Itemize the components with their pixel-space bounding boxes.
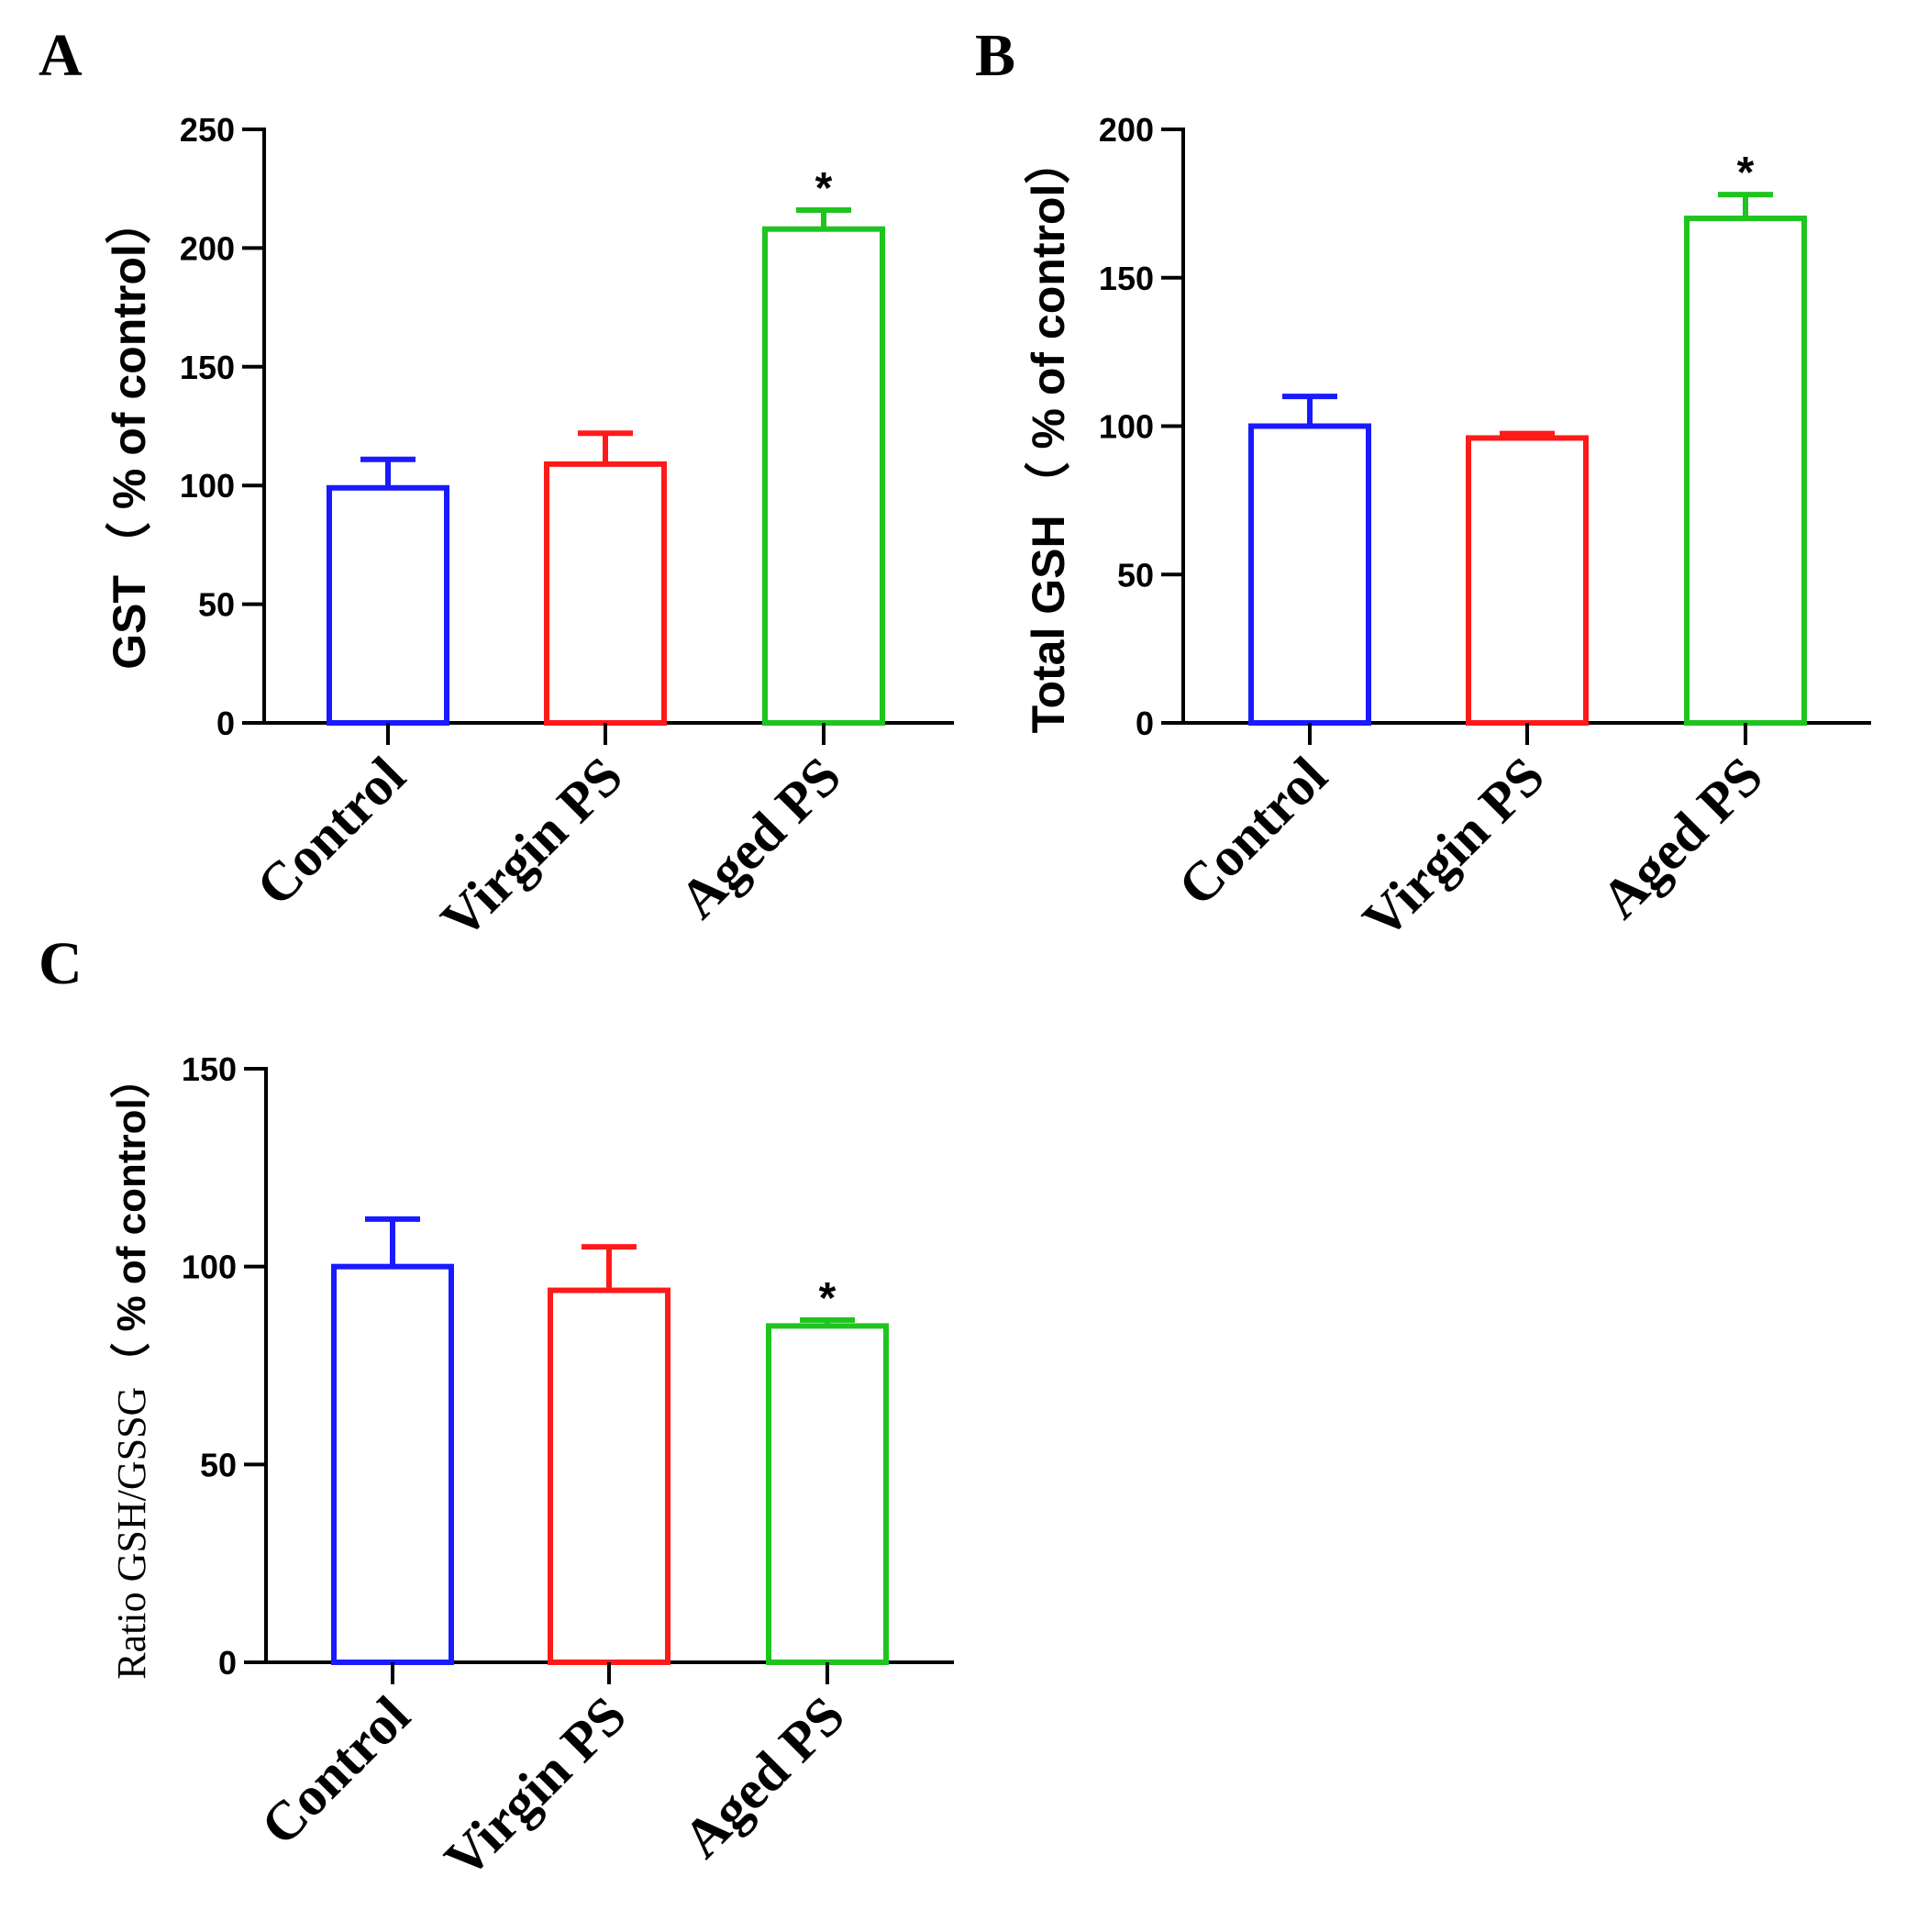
bar-b (1466, 435, 1589, 726)
panel-a: A GST （ % of control） 0 50 100 150 200 250 Cont… (39, 22, 954, 950)
y-tick-label-a: 150 (180, 349, 235, 386)
x-tick-label-b: Virgin PS (1351, 746, 1556, 950)
y-tick-label-a: 100 (180, 467, 235, 505)
panel-letter-a: A (39, 22, 83, 89)
bar-b (1248, 423, 1371, 726)
y-tick-label-c: 0 (218, 1644, 237, 1682)
y-axis-label-unit-c: （ % of control） (109, 1058, 154, 1382)
x-tick-label-a: Virgin PS (429, 746, 634, 950)
panel-letter-c: C (39, 930, 83, 997)
y-tick-label-b: 150 (1099, 260, 1154, 297)
x-tick-label-a: Control (245, 746, 416, 917)
y-tick-label-c: 100 (182, 1249, 237, 1286)
y-axis-label-c: Ratio GSH/GSSG （ % of control） (109, 1058, 154, 1680)
x-tick-label-c: Virgin PS (433, 1685, 637, 1890)
panel-c: C Ratio GSH/GSSG （ % of control） 0 50 100 15… (39, 930, 954, 1890)
bar-c (766, 1323, 889, 1666)
significance-marker-c: * (819, 1274, 837, 1323)
y-tick-label-b: 50 (1117, 556, 1154, 594)
panel-b: B Total GSH （ % of control） 0 50 100 150 200 C… (975, 22, 1871, 950)
panel-letter-b: B (975, 22, 1015, 89)
x-tick-label-a: Aged PS (668, 746, 852, 930)
plot-area-c: 0 50 100 150 Control Virgin PS * Aged PS (182, 1050, 954, 1890)
x-tick-label-c: Control (249, 1685, 421, 1857)
y-axis-label-unit-b: （ % of control） (1023, 139, 1074, 508)
y-tick-label-a: 250 (180, 111, 235, 149)
y-tick-label-a: 0 (216, 705, 235, 742)
y-axis-label-a: GST （ % of control） (104, 198, 155, 670)
x-tick-label-b: Aged PS (1590, 746, 1774, 930)
y-tick-label-c: 50 (200, 1446, 237, 1483)
y-axis-label-main-c: Ratio GSH/GSSG (109, 1387, 154, 1680)
bar-a (762, 226, 885, 727)
y-tick-label-b: 200 (1099, 111, 1154, 149)
x-tick-label-c: Aged PS (671, 1685, 856, 1870)
y-axis-label-main-b: Total GSH (1023, 515, 1074, 733)
y-axis-label-main-a: GST (104, 575, 155, 670)
y-tick-label-a: 50 (198, 586, 235, 624)
bar-a (544, 461, 667, 726)
bar-b (1684, 216, 1807, 727)
y-axis-label-b: Total GSH （ % of control） (1023, 139, 1074, 734)
y-tick-label-a: 200 (180, 229, 235, 267)
y-tick-label-c: 150 (182, 1050, 237, 1088)
y-tick-label-b: 100 (1099, 408, 1154, 446)
x-tick-label-b: Control (1167, 746, 1338, 917)
bar-c (331, 1263, 454, 1665)
significance-marker-b: * (1737, 149, 1755, 197)
bar-a (327, 484, 449, 727)
plot-area-b: 0 50 100 150 200 Control Virgin PS * Aged PS (1099, 111, 1871, 950)
y-axis-label-unit-a: （ % of control） (104, 198, 155, 568)
y-tick-label-b: 0 (1136, 705, 1154, 742)
bar-c (548, 1287, 670, 1665)
plot-area-a: 0 50 100 150 200 250 Control Virgin PS * Aged PS (180, 111, 954, 950)
significance-marker-a: * (815, 164, 833, 213)
